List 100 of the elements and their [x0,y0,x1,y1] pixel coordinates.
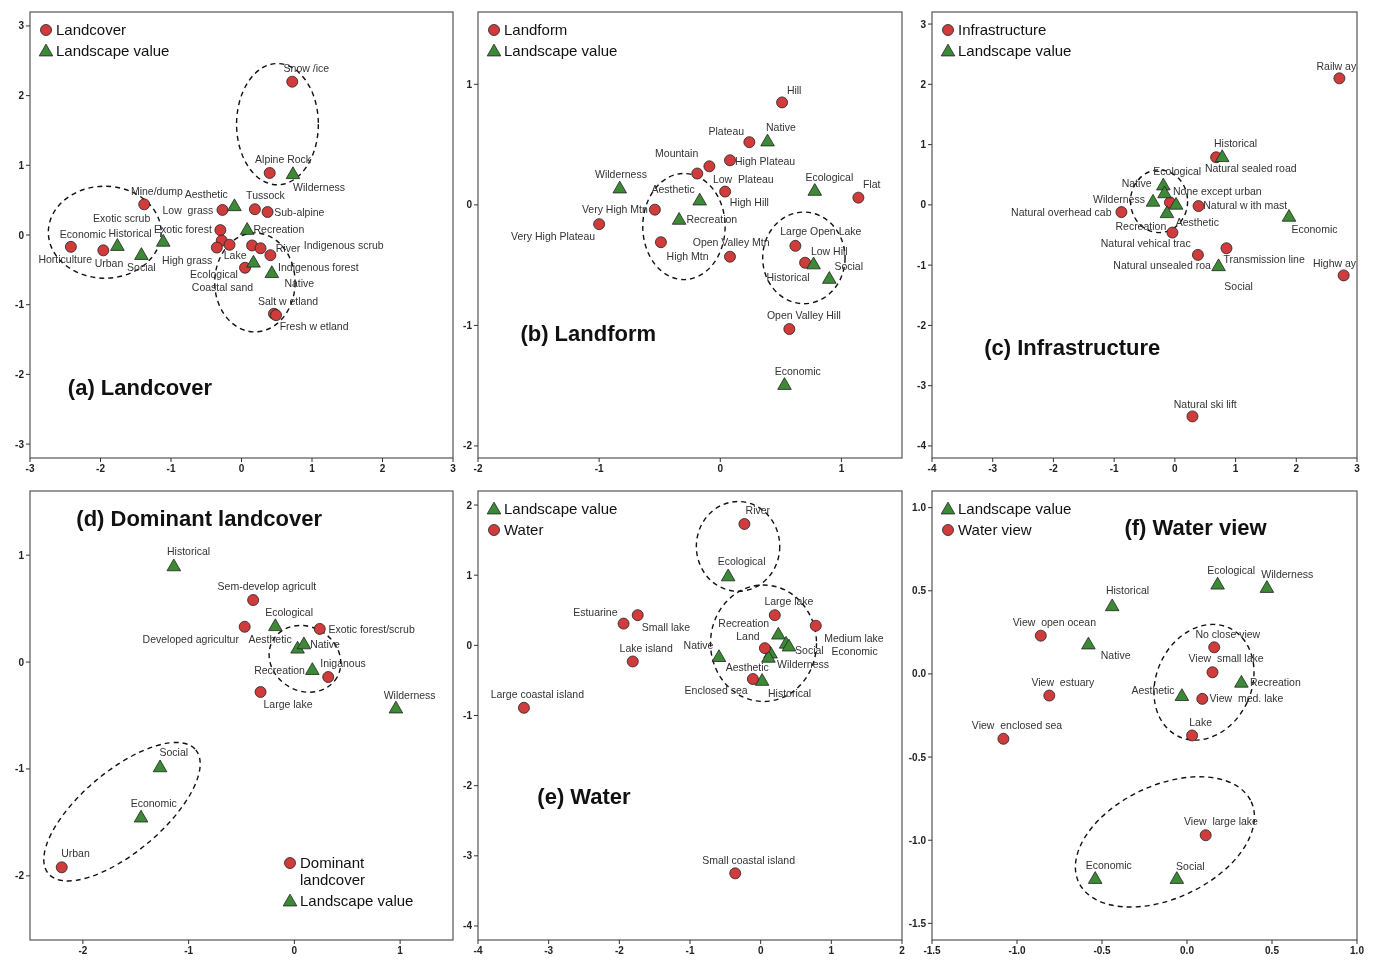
annotation: Economic [130,796,177,809]
legend-label: Dominant landcover [300,854,366,888]
y-tick-label: -3 [463,850,473,862]
x-tick-label: -3 [25,463,35,474]
annotation: Very High Mtn [581,203,649,216]
x-tick-label: -1 [594,463,605,474]
annotation: Sub-alpine [274,205,325,218]
y-tick-label: 0 [466,639,473,651]
y-tick-label: -1 [463,319,473,331]
x-tick-label: -1 [685,945,695,956]
annotation: Economic [1085,858,1132,871]
annotation: Ecological [265,606,314,619]
x-tick-label: 1 [1232,463,1239,474]
annotation: High Mtn [666,250,709,263]
annotation: Plateau [708,124,745,137]
y-tick-label: 1 [18,159,25,171]
annotation: Mountain [655,146,699,159]
x-tick-label: -4 [473,945,483,956]
y-tick-label: 2 [18,90,25,102]
annotation: Enclosed sea [684,684,748,697]
x-tick-label: 0 [717,463,724,474]
x-tick-label: -4 [927,463,937,474]
annotation: Very High Plateau [511,229,596,242]
y-tick-label: 2 [920,78,927,90]
x-tick-label: 1 [828,945,835,956]
annotation: Sem-develop agricult [217,579,317,592]
annotation: Mine/dump [130,184,184,197]
y-tick-label: -1 [917,259,927,271]
annotation: Exotic forest [154,222,212,235]
y-tick-label: -4 [917,440,927,452]
annotation: Iniganous [320,656,366,669]
annotation: Low Plateau [712,173,774,186]
annotation: Recreation [1115,220,1167,233]
annotation: Lake island [619,641,673,654]
annotation: Lake [223,249,247,262]
annotation: Recreation [718,617,770,630]
y-tick-label: -3 [917,380,927,392]
legend-label: Infrastructure [958,21,1047,38]
text: (d) Dominant landcover [76,505,323,531]
annotation: High grass [162,253,213,266]
text: (c) Infrastructure [984,334,1161,360]
x-tick-label: -1 [166,463,176,474]
annotation: Aesthetic [248,633,292,646]
annotation: Native [1121,177,1152,190]
x-tick-label: -2 [1048,463,1059,474]
annotation: Aesthetic [1175,215,1219,228]
x-tick-label: 3 [450,463,457,474]
y-tick-label: 0 [18,656,25,668]
annotation: Wilderness [383,688,436,701]
annotation: Aesthetic [651,182,695,195]
y-tick-label: -0.5 [908,751,927,763]
x-tick-label: 0.0 [1180,945,1195,956]
x-tick-label: 2 [899,945,906,956]
annotation: Small lake [641,620,691,633]
x-tick-label: 1.0 [1350,945,1365,956]
y-tick-label: 0 [466,199,473,211]
annotation: Wilderness [1093,192,1145,205]
annotation: Open Valley Hill [766,309,841,322]
x-tick-label: -3 [988,463,998,474]
annotation: Ecological [717,555,766,568]
y-tick-label: -2 [15,870,25,882]
annotation: Social [1224,280,1253,293]
annotation: Native [765,121,796,134]
annotation: Wilderness [777,658,830,671]
annotation: Social [795,644,824,657]
annotation: Social [834,259,863,272]
annotation: Salt w etland [257,294,319,307]
text: (f) Water view [1124,514,1268,540]
y-tick-label: -1.5 [908,917,927,929]
y-tick-label: 1 [466,569,473,581]
x-tick-label: -0.5 [1093,945,1112,956]
annotation: Flat [862,177,881,190]
y-tick-label: -2 [463,440,473,452]
annotation: Native [1100,649,1131,662]
y-tick-label: -2 [463,780,473,792]
annotation: Railw ay [1316,60,1357,73]
y-tick-label: -1 [15,299,25,311]
annotation: Wilderness [293,181,346,194]
annotation: View estuary [1031,675,1096,688]
y-tick-label: 2 [466,499,473,511]
annotation: Natural w ith mast [1203,198,1288,211]
x-tick-label: -3 [544,945,554,956]
y-tick-label: -1 [15,763,25,775]
annotation: Indigenous scrub [303,238,384,251]
annotation: Recreation [1250,675,1301,688]
annotation: View enclosed sea [971,718,1063,731]
annotation: Social [127,260,156,273]
text: (a) Landcover [67,374,213,400]
annotation: Natural sealed road [1204,161,1297,174]
annotation: Tussock [246,189,286,202]
annotation: High Hill [729,195,769,208]
y-tick-label: 1 [466,78,473,90]
legend-label: Landscape value [958,500,1072,517]
annotation: Social [1176,860,1205,873]
y-tick-label: 3 [920,18,927,30]
annotation: Open Valley Mtn [692,235,770,248]
annotation: Transmission line [1223,252,1305,265]
annotation: No close view [1195,627,1261,640]
text: (b) Landform [520,321,657,347]
annotation: Wilderness [1261,567,1314,580]
